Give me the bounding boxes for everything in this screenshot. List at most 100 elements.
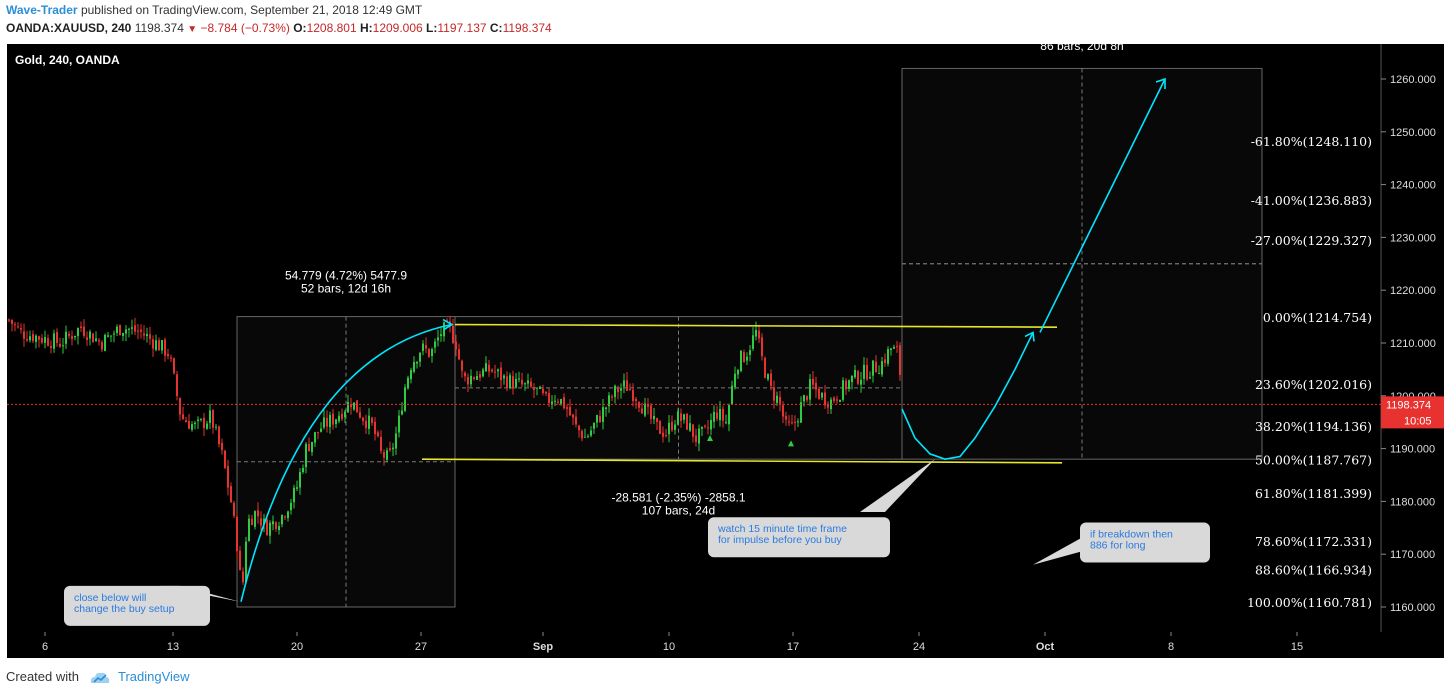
candle-body <box>305 443 307 468</box>
candle-body <box>200 418 202 420</box>
candle-body <box>782 405 784 417</box>
price-axis[interactable] <box>1381 44 1444 632</box>
candle-body <box>671 421 673 431</box>
candle-body <box>206 423 208 429</box>
measure-label-line1: 54.779 (4.72%) 5477.9 <box>285 269 407 283</box>
candle-body <box>377 432 379 437</box>
publish-text: published on TradingView.com, September … <box>80 3 423 17</box>
y-tick-label: 1250.000 <box>1390 127 1436 139</box>
candle-body <box>704 425 706 427</box>
candle-body <box>218 426 220 445</box>
candle-body <box>473 377 475 379</box>
candle-body <box>41 338 43 343</box>
arrowhead-icon <box>1024 331 1035 342</box>
candle-body <box>515 378 517 388</box>
horizontal-level-line[interactable] <box>454 323 1058 328</box>
candle-body <box>284 516 286 518</box>
callout-note[interactable] <box>708 517 890 558</box>
candle-body <box>596 415 598 423</box>
candle-body <box>275 522 277 529</box>
open-value: 1208.801 <box>306 21 357 35</box>
candle-body <box>146 334 148 337</box>
x-tick-label: 24 <box>913 641 925 653</box>
candle-body <box>158 340 160 351</box>
candle-body <box>524 383 526 385</box>
candle-body <box>359 412 361 418</box>
candle-body <box>707 427 709 429</box>
candle-body <box>599 416 601 422</box>
candle-body <box>512 376 514 389</box>
candle-body <box>167 353 169 357</box>
candle-body <box>836 399 838 401</box>
candle-body <box>779 396 781 404</box>
candle-body <box>491 369 493 372</box>
candle-body <box>182 414 184 420</box>
candle-body <box>893 346 895 349</box>
horizontal-level-line[interactable] <box>421 458 1063 464</box>
candle-body <box>635 399 637 402</box>
candle-body <box>398 415 400 433</box>
candle-body <box>875 361 877 373</box>
candle-body <box>863 364 865 379</box>
candle-body <box>794 421 796 423</box>
candle-body <box>542 388 544 393</box>
candle-body <box>662 432 664 437</box>
candle-body <box>230 486 232 503</box>
x-tick-label: Oct <box>1036 641 1055 653</box>
time-axis[interactable] <box>7 632 1444 658</box>
candle-body <box>803 395 805 402</box>
candle-body <box>854 369 856 378</box>
fib-level-label: 61.80%(1181.399) <box>1255 486 1372 501</box>
candle-body <box>251 518 253 526</box>
candle-body <box>416 361 418 364</box>
candle-body <box>173 358 175 374</box>
candle-body <box>314 432 316 443</box>
fib-level-label: -41.00%(1236.883) <box>1251 193 1372 208</box>
candle-body <box>104 334 106 352</box>
fib-level-label: 50.00%(1187.767) <box>1255 452 1372 467</box>
candle-body <box>110 335 112 337</box>
author-link[interactable]: Wave-Trader <box>6 3 78 17</box>
callout-note[interactable] <box>64 585 210 626</box>
candle-body <box>395 433 397 449</box>
callout-note[interactable] <box>1080 522 1210 563</box>
candle-body <box>422 343 424 351</box>
fib-level-label: -61.80%(1248.110) <box>1251 134 1372 149</box>
candle-body <box>23 331 25 339</box>
candle-body <box>143 333 145 336</box>
close-value: 1198.374 <box>502 21 552 35</box>
candle-body <box>500 367 502 381</box>
candle-body <box>317 431 319 433</box>
candle-body <box>365 420 367 429</box>
candle-body <box>467 377 469 385</box>
candle-body <box>257 510 259 517</box>
candle-body <box>293 487 295 503</box>
candle-body <box>656 417 658 423</box>
candle-body <box>743 352 745 363</box>
candle-body <box>812 378 814 385</box>
candle-body <box>437 337 439 341</box>
candle-body <box>560 399 562 404</box>
candle-body <box>38 336 40 340</box>
candle-body <box>32 334 34 342</box>
candle-body <box>569 406 571 416</box>
candle-body <box>248 518 250 541</box>
candle-body <box>482 369 484 377</box>
tradingview-brand[interactable]: TradingView <box>118 669 190 684</box>
candle-body <box>236 516 238 552</box>
candle-body <box>362 417 364 422</box>
callout-note-text: if breakdown then <box>1090 529 1173 541</box>
candle-body <box>140 329 142 332</box>
x-tick-label: 15 <box>1291 641 1303 653</box>
callout-note-text: watch 15 minute time frame <box>717 523 847 535</box>
candle-body <box>134 325 136 332</box>
candle-body <box>425 345 427 349</box>
candle-body <box>302 467 304 473</box>
candle-body <box>197 419 199 421</box>
candle-body <box>125 329 127 334</box>
publish-info: Wave-Trader published on TradingView.com… <box>6 3 422 17</box>
x-tick-label: 17 <box>787 641 799 653</box>
candle-body <box>872 360 874 376</box>
candle-body <box>404 387 406 411</box>
